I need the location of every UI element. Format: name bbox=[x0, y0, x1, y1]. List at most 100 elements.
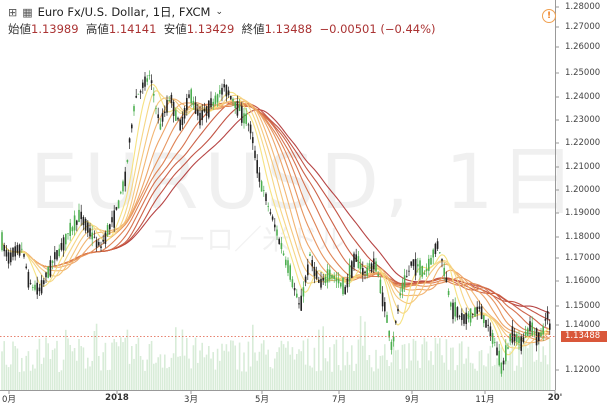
candle-body bbox=[232, 98, 234, 102]
candle-body bbox=[38, 287, 41, 292]
volume-bar bbox=[513, 370, 516, 390]
candle-body bbox=[139, 91, 142, 93]
symbol-title[interactable]: Euro Fx/U.S. Dollar, 1日, FXCM bbox=[37, 5, 211, 19]
candle-body bbox=[450, 302, 452, 307]
volume-bar bbox=[304, 364, 307, 390]
volume-bar bbox=[478, 351, 481, 390]
volume-bar bbox=[408, 343, 410, 390]
volume-bar bbox=[315, 371, 318, 390]
volume-bar bbox=[285, 347, 287, 390]
candle-body bbox=[533, 332, 536, 334]
volume-bar bbox=[60, 370, 63, 390]
volume-bar bbox=[258, 351, 261, 390]
volume-bar bbox=[366, 360, 368, 390]
warning-icon[interactable]: ! bbox=[542, 9, 556, 23]
candle-body bbox=[529, 321, 531, 331]
volume-bar bbox=[25, 355, 27, 390]
expand-icon[interactable]: ⊞ bbox=[8, 6, 18, 19]
volume-bar bbox=[507, 360, 509, 390]
volume-bar bbox=[192, 345, 195, 390]
candle-body bbox=[71, 227, 74, 232]
candle-body bbox=[170, 94, 173, 104]
volume-bar bbox=[168, 366, 170, 390]
low-value: 1.13429 bbox=[186, 22, 235, 36]
volume-bar bbox=[133, 358, 135, 390]
candle-body bbox=[542, 326, 544, 335]
candle-body bbox=[331, 275, 333, 279]
volume-bar bbox=[247, 341, 250, 390]
grid-icon[interactable]: ▦ bbox=[22, 6, 33, 19]
volume-bar bbox=[40, 363, 43, 390]
chart-legend: ⊞ ▦ Euro Fx/U.S. Dollar, 1日, FXCM ⌄ 始値1.… bbox=[8, 4, 436, 38]
candle-body bbox=[32, 287, 34, 288]
volume-bar bbox=[102, 352, 104, 390]
candle-body bbox=[230, 96, 232, 100]
volume-bar bbox=[502, 369, 505, 390]
candle-body bbox=[436, 241, 439, 249]
volume-bar bbox=[388, 366, 390, 390]
candle-body bbox=[351, 261, 353, 278]
volume-bar bbox=[377, 368, 379, 390]
candle-body bbox=[67, 233, 69, 235]
candle-body bbox=[153, 94, 155, 96]
volume-bar bbox=[263, 340, 265, 390]
volume-bar bbox=[177, 356, 179, 390]
candle-body bbox=[78, 209, 80, 222]
candle-body bbox=[414, 259, 417, 276]
volume-bar bbox=[14, 346, 16, 390]
volume-bar bbox=[49, 358, 52, 390]
y-tick-label: 1.18000 bbox=[565, 232, 601, 242]
volume-bar bbox=[84, 368, 87, 390]
candle-body bbox=[69, 222, 71, 236]
candle-body bbox=[260, 181, 263, 192]
candle-body bbox=[128, 138, 131, 143]
candle-body bbox=[425, 269, 428, 272]
candle-body bbox=[511, 326, 514, 343]
y-tick-label: 1.21000 bbox=[565, 162, 601, 172]
volume-bar bbox=[3, 341, 5, 390]
candle-body bbox=[276, 229, 278, 236]
candle-body bbox=[29, 283, 32, 284]
volume-bar bbox=[91, 360, 93, 390]
candle-body bbox=[342, 277, 344, 295]
volume-bar bbox=[401, 344, 404, 390]
candle-body bbox=[322, 277, 324, 281]
volume-bar bbox=[190, 368, 192, 390]
volume-bar bbox=[452, 347, 454, 390]
volume-bar bbox=[249, 366, 252, 390]
candle-body bbox=[293, 288, 296, 291]
candle-body bbox=[109, 224, 111, 230]
volume-bar bbox=[447, 369, 450, 390]
candle-body bbox=[179, 119, 181, 131]
volume-bar bbox=[186, 338, 188, 390]
open-value: 1.13989 bbox=[31, 22, 79, 36]
chevron-down-icon[interactable]: ⌄ bbox=[215, 7, 223, 17]
candle-body bbox=[478, 306, 481, 309]
volume-bar bbox=[395, 350, 397, 390]
candle-body bbox=[133, 106, 135, 112]
volume-bar bbox=[208, 346, 210, 390]
volume-bar bbox=[489, 345, 492, 390]
candle-body bbox=[291, 279, 294, 288]
volume-bar bbox=[219, 360, 221, 390]
volume-bar bbox=[142, 359, 144, 390]
close-label: 終値 bbox=[241, 22, 265, 36]
volume-bar bbox=[241, 371, 243, 390]
volume-bar bbox=[476, 370, 478, 390]
volume-bar bbox=[5, 364, 8, 390]
volume-bar bbox=[318, 329, 320, 390]
candle-body bbox=[80, 211, 82, 220]
candle-body bbox=[117, 200, 120, 209]
candle-body bbox=[234, 101, 236, 109]
candle-body bbox=[408, 270, 410, 272]
volume-bar bbox=[155, 362, 157, 390]
volume-bar bbox=[234, 345, 236, 390]
candle-body bbox=[544, 319, 547, 321]
candle-body bbox=[430, 257, 432, 265]
volume-bar bbox=[331, 371, 333, 390]
candle-body bbox=[395, 321, 397, 323]
candle-body bbox=[47, 266, 49, 278]
volume-bar bbox=[419, 367, 421, 390]
